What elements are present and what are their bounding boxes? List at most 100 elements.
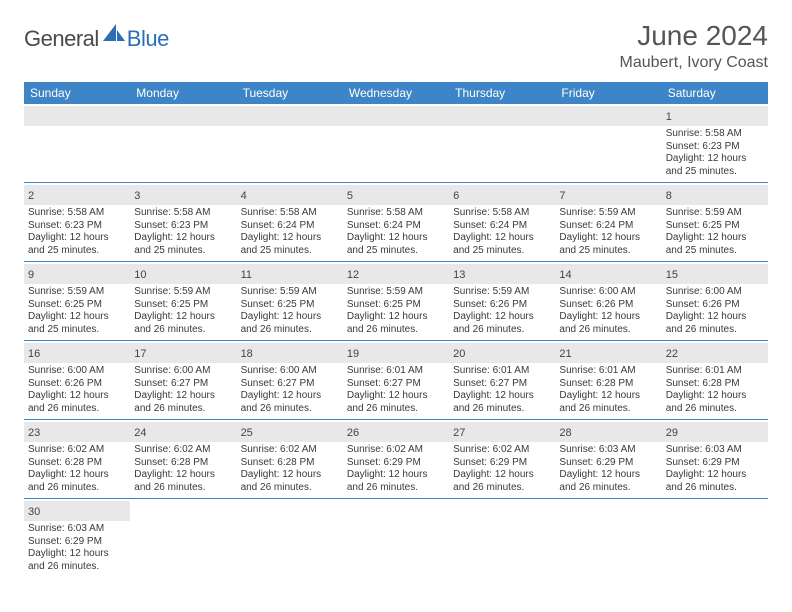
calendar-week: 2Sunrise: 5:58 AMSunset: 6:23 PMDaylight… [24, 183, 768, 262]
sunrise-text: Sunrise: 6:00 AM [28, 365, 126, 378]
sunrise-text: Sunrise: 6:03 AM [666, 444, 764, 457]
daylight-text: and 26 minutes. [453, 324, 551, 337]
calendar-cell: 9 Sunrise: 5:59 AMSunset: 6:25 PMDaylight… [24, 262, 130, 341]
sunset-text: Sunset: 6:27 PM [241, 378, 339, 391]
sunset-text: Sunset: 6:28 PM [28, 457, 126, 470]
calendar-cell [237, 104, 343, 183]
day-number-row: 22 [662, 343, 768, 363]
sunrise-text: Sunrise: 5:59 AM [347, 286, 445, 299]
sunset-text: Sunset: 6:24 PM [453, 220, 551, 233]
daylight-text: Daylight: 12 hours [241, 232, 339, 245]
daylight-text: and 26 minutes. [559, 403, 657, 416]
calendar-cell [662, 499, 768, 577]
daylight-text: and 26 minutes. [666, 482, 764, 495]
sunset-text: Sunset: 6:29 PM [453, 457, 551, 470]
day-number: 19 [347, 348, 359, 360]
daylight-text: and 26 minutes. [28, 482, 126, 495]
day-number: 20 [453, 348, 465, 360]
sunset-text: Sunset: 6:27 PM [453, 378, 551, 391]
month-title: June 2024 [620, 20, 769, 52]
daylight-text: Daylight: 12 hours [666, 232, 764, 245]
day-number: 8 [666, 190, 672, 202]
day-number-row: 29 [662, 422, 768, 442]
calendar-cell: 7Sunrise: 5:59 AMSunset: 6:24 PMDaylight… [555, 183, 661, 262]
daylight-text: and 25 minutes. [453, 245, 551, 258]
calendar-cell: 14Sunrise: 6:00 AMSunset: 6:26 PMDayligh… [555, 262, 661, 341]
calendar-cell: 12Sunrise: 5:59 AMSunset: 6:25 PMDayligh… [343, 262, 449, 341]
calendar-cell: 17Sunrise: 6:00 AMSunset: 6:27 PMDayligh… [130, 341, 236, 420]
daylight-text: Daylight: 12 hours [347, 469, 445, 482]
day-number-row: 26 [343, 422, 449, 442]
day-number: 15 [666, 269, 678, 281]
day-number-row: 1 [662, 106, 768, 126]
sunset-text: Sunset: 6:25 PM [28, 299, 126, 312]
day-number: 4 [241, 190, 247, 202]
calendar-cell: 25Sunrise: 6:02 AMSunset: 6:28 PMDayligh… [237, 420, 343, 499]
sunset-text: Sunset: 6:26 PM [666, 299, 764, 312]
day-number: 23 [28, 427, 40, 439]
sunrise-text: Sunrise: 5:59 AM [559, 207, 657, 220]
daylight-text: Daylight: 12 hours [134, 232, 232, 245]
sunset-text: Sunset: 6:23 PM [666, 141, 764, 154]
sunset-text: Sunset: 6:27 PM [134, 378, 232, 391]
sunset-text: Sunset: 6:29 PM [347, 457, 445, 470]
sunrise-text: Sunrise: 5:59 AM [453, 286, 551, 299]
daylight-text: and 25 minutes. [134, 245, 232, 258]
day-number-row: 28 [555, 422, 661, 442]
daylight-text: Daylight: 12 hours [134, 390, 232, 403]
daylight-text: and 26 minutes. [347, 403, 445, 416]
header: General Blue June 2024 Maubert, Ivory Co… [24, 20, 768, 72]
day-number: 26 [347, 427, 359, 439]
day-number: 24 [134, 427, 146, 439]
brand-logo: General Blue [24, 26, 169, 52]
sunrise-text: Sunrise: 5:58 AM [241, 207, 339, 220]
daylight-text: and 26 minutes. [453, 403, 551, 416]
weekday-header: Saturday [662, 82, 768, 104]
sunset-text: Sunset: 6:25 PM [666, 220, 764, 233]
daylight-text: Daylight: 12 hours [347, 232, 445, 245]
calendar-cell [237, 499, 343, 577]
sunset-text: Sunset: 6:24 PM [241, 220, 339, 233]
day-number-row [343, 106, 449, 126]
sunrise-text: Sunrise: 5:59 AM [28, 286, 126, 299]
day-number: 6 [453, 190, 459, 202]
sunrise-text: Sunrise: 6:02 AM [347, 444, 445, 457]
sunrise-text: Sunrise: 6:02 AM [453, 444, 551, 457]
sunset-text: Sunset: 6:25 PM [347, 299, 445, 312]
calendar: Sunday Monday Tuesday Wednesday Thursday… [24, 82, 768, 577]
daylight-text: Daylight: 12 hours [241, 311, 339, 324]
sunset-text: Sunset: 6:29 PM [28, 536, 126, 549]
daylight-text: Daylight: 12 hours [28, 232, 126, 245]
day-number-row: 9 [24, 264, 130, 284]
sunset-text: Sunset: 6:23 PM [134, 220, 232, 233]
sunrise-text: Sunrise: 6:03 AM [28, 523, 126, 536]
calendar-cell: 3Sunrise: 5:58 AMSunset: 6:23 PMDaylight… [130, 183, 236, 262]
sunset-text: Sunset: 6:25 PM [241, 299, 339, 312]
daylight-text: and 26 minutes. [347, 482, 445, 495]
sunset-text: Sunset: 6:28 PM [666, 378, 764, 391]
day-number: 16 [28, 348, 40, 360]
day-number-row: 5 [343, 185, 449, 205]
sunrise-text: Sunrise: 6:01 AM [347, 365, 445, 378]
daylight-text: and 26 minutes. [666, 324, 764, 337]
daylight-text: and 26 minutes. [134, 324, 232, 337]
daylight-text: and 25 minutes. [666, 245, 764, 258]
daylight-text: Daylight: 12 hours [559, 390, 657, 403]
daylight-text: Daylight: 12 hours [559, 232, 657, 245]
sunrise-text: Sunrise: 5:58 AM [666, 128, 764, 141]
daylight-text: Daylight: 12 hours [453, 311, 551, 324]
calendar-cell: 6Sunrise: 5:58 AMSunset: 6:24 PMDaylight… [449, 183, 555, 262]
sunrise-text: Sunrise: 5:59 AM [241, 286, 339, 299]
daylight-text: Daylight: 12 hours [28, 311, 126, 324]
weekday-header: Friday [555, 82, 661, 104]
daylight-text: and 26 minutes. [559, 324, 657, 337]
weeks-container: 1Sunrise: 5:58 AMSunset: 6:23 PMDaylight… [24, 104, 768, 577]
calendar-cell: 13Sunrise: 5:59 AMSunset: 6:26 PMDayligh… [449, 262, 555, 341]
weekday-header: Monday [130, 82, 236, 104]
daylight-text: Daylight: 12 hours [666, 311, 764, 324]
day-number: 9 [28, 269, 34, 281]
day-number: 12 [347, 269, 359, 281]
sunset-text: Sunset: 6:27 PM [347, 378, 445, 391]
day-number-row: 30 [24, 501, 130, 521]
daylight-text: and 25 minutes. [241, 245, 339, 258]
